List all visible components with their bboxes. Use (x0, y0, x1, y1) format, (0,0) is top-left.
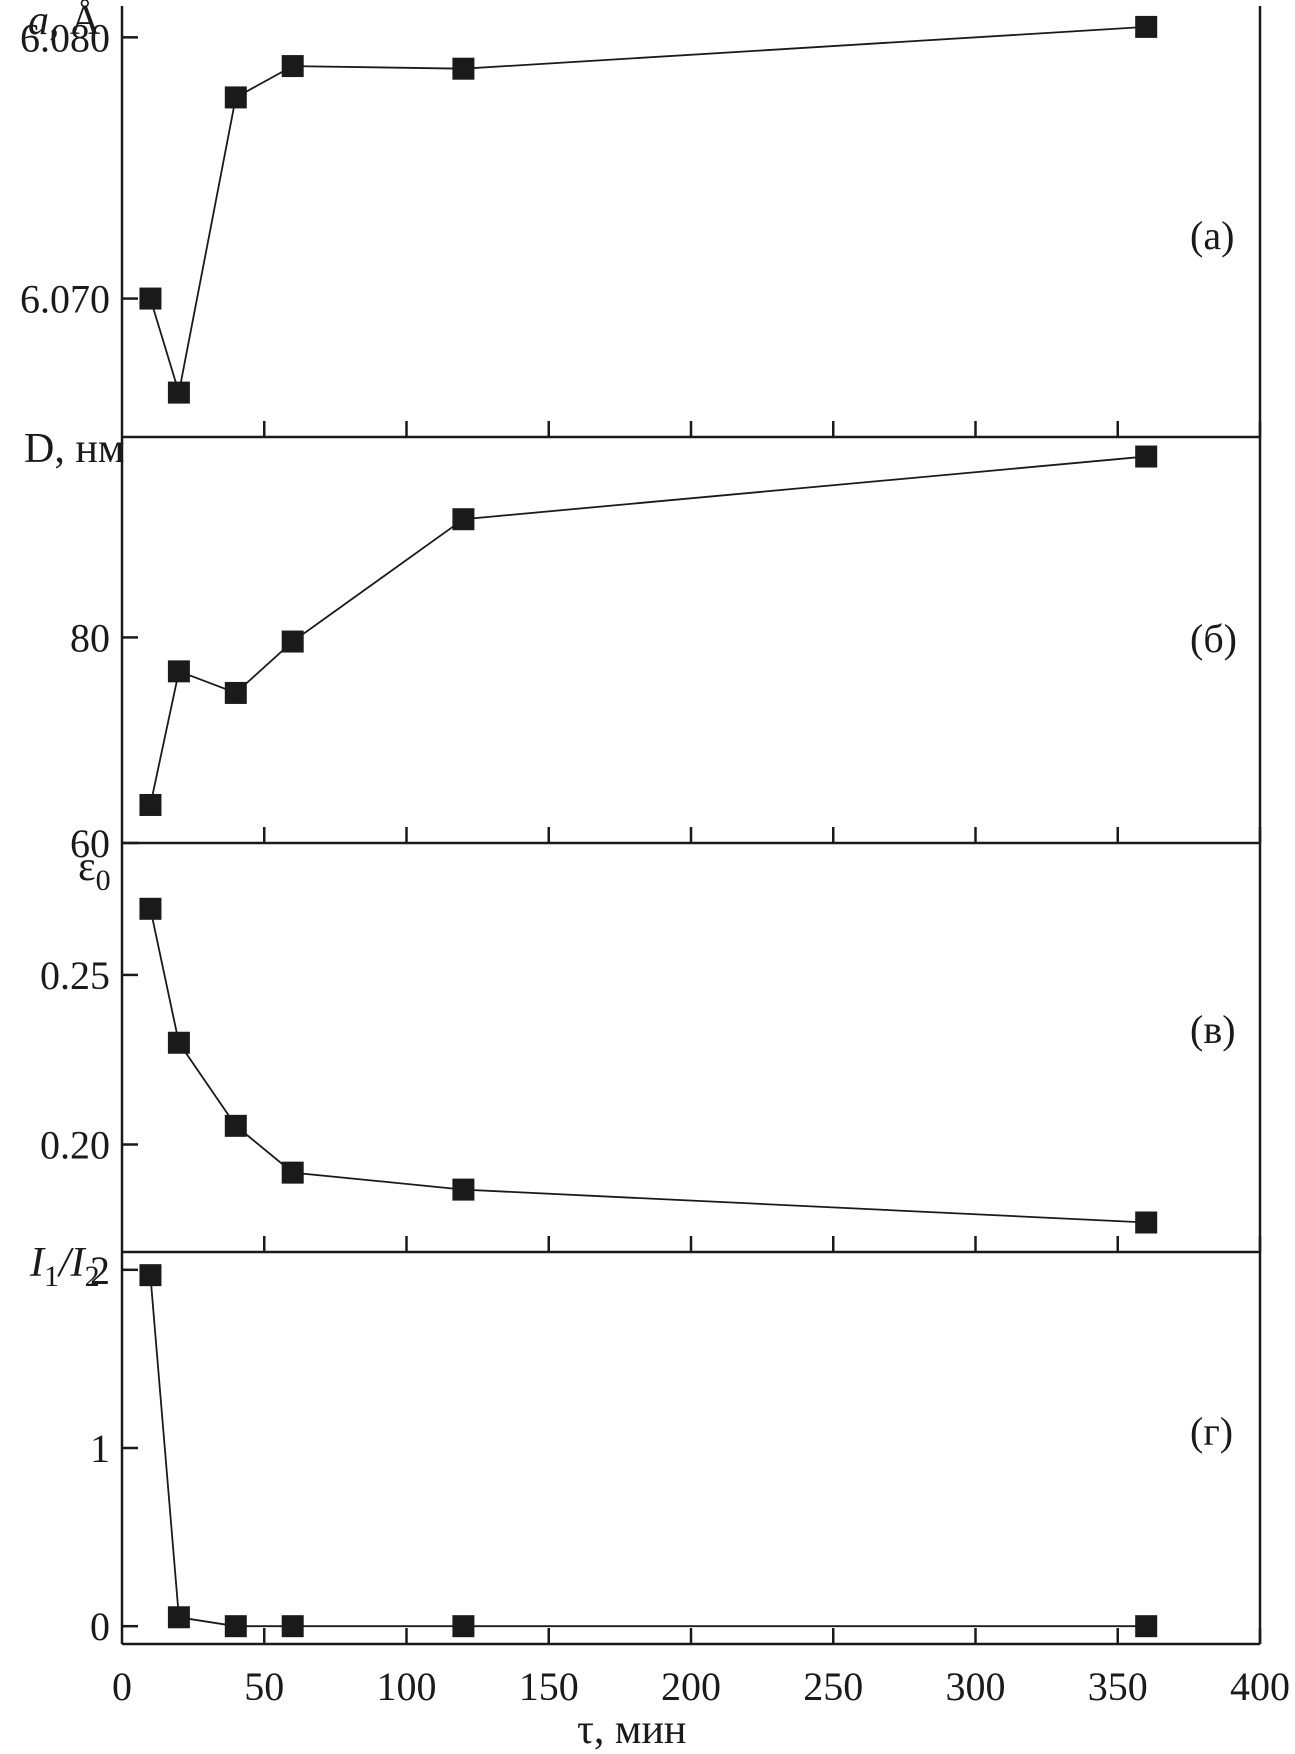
panel-v-xticks (263, 1236, 1262, 1252)
panel-g-series-line (149, 1275, 1147, 1628)
panel-g-data-point (139, 1264, 162, 1287)
panel-a: 6.070 6.080 a, Å (а) (20, 0, 1262, 437)
panel-a-ytick-label: 6.080 (20, 15, 110, 60)
panel-g-data-point (452, 1615, 475, 1638)
panel-v-data-point (224, 1114, 247, 1137)
panel-v-series-line (149, 908, 1147, 1224)
panel-v: 0.20 0.25 ε0 (в) (40, 844, 1262, 1252)
panel-a-data-point (167, 381, 190, 404)
panel-a-xticks (263, 421, 1262, 437)
panel-a-series-line (149, 26, 1147, 393)
panel-b-series (139, 445, 1158, 816)
panel-g-ylabel: I1/I2 (29, 1240, 100, 1293)
panel-b-yticks: 60 80 (70, 615, 138, 866)
panel-b-label: (б) (1190, 616, 1237, 661)
panel-a-series (139, 15, 1158, 404)
panel-b-data-point (224, 681, 247, 704)
panel-v-data-point (281, 1161, 304, 1184)
panel-a-data-point (281, 55, 304, 78)
panel-g-yticks: 0 1 2 (90, 1248, 138, 1649)
panel-v-series (139, 897, 1158, 1234)
panel-v-data-point (452, 1178, 475, 1201)
panel-v-data-point (167, 1031, 190, 1054)
panel-g: 0 1 2 I1/I2 (г) (29, 1240, 1262, 1649)
panel-g-label: (г) (1190, 1409, 1233, 1454)
panel-g-xticks (263, 1628, 1262, 1644)
panel-g-data-point (281, 1615, 304, 1638)
x-tick-label: 100 (377, 1664, 437, 1709)
panel-g-data-point (224, 1615, 247, 1638)
panel-b-data-point (167, 660, 190, 683)
panel-a-ytick-label: 6.070 (20, 277, 110, 322)
x-tick-label: 50 (244, 1664, 284, 1709)
panel-g-data-point (167, 1606, 190, 1629)
panel-a-ylabel: a, Å (28, 0, 101, 44)
panel-g-ytick-label: 1 (90, 1426, 110, 1471)
x-tick-label: 150 (519, 1664, 579, 1709)
panel-v-ylabel: ε0 (78, 844, 111, 897)
panel-v-data-point (1135, 1211, 1158, 1234)
panel-a-yticks: 6.070 6.080 (20, 15, 138, 322)
panel-b-data-point (452, 508, 475, 531)
panel-v-ytick-label: 0.25 (40, 953, 110, 998)
panel-g-ytick-label: 0 (90, 1604, 110, 1649)
panel-v-label: (в) (1190, 1007, 1236, 1052)
panel-a-data-point (1135, 15, 1158, 38)
panel-v-yticks: 0.20 0.25 (40, 953, 138, 1167)
x-axis-title: τ, мин (577, 1707, 686, 1753)
x-tick-label: 400 (1230, 1664, 1290, 1709)
x-tick-labels: 0 50 100 150 200 250 300 350 400 (112, 1664, 1290, 1709)
x-tick-label: 250 (803, 1664, 863, 1709)
panel-b: 60 80 D, нм (б) (24, 426, 1262, 866)
panel-a-data-point (224, 86, 247, 109)
panel-b-ytick-label: 80 (70, 615, 110, 660)
x-tick-label: 300 (946, 1664, 1006, 1709)
panel-v-data-point (139, 897, 162, 920)
panel-a-data-point (452, 57, 475, 80)
panel-b-xticks (263, 827, 1262, 843)
panel-a-label: (а) (1190, 213, 1234, 258)
x-tick-label: 350 (1088, 1664, 1148, 1709)
panel-g-ytick-label: 2 (90, 1248, 110, 1293)
x-tick-label: 0 (112, 1664, 132, 1709)
x-tick-label: 200 (661, 1664, 721, 1709)
panel-g-data-point (1135, 1615, 1158, 1638)
panel-b-data-point (281, 630, 304, 653)
panel-b-data-point (139, 793, 162, 816)
panel-g-series (139, 1264, 1158, 1638)
panel-v-ytick-label: 0.20 (40, 1122, 110, 1167)
panel-a-data-point (139, 287, 162, 310)
panel-b-ytick-label: 60 (70, 821, 110, 866)
panel-b-data-point (1135, 445, 1158, 468)
panel-b-series-line (149, 455, 1147, 806)
panel-b-ylabel: D, нм (24, 426, 124, 472)
